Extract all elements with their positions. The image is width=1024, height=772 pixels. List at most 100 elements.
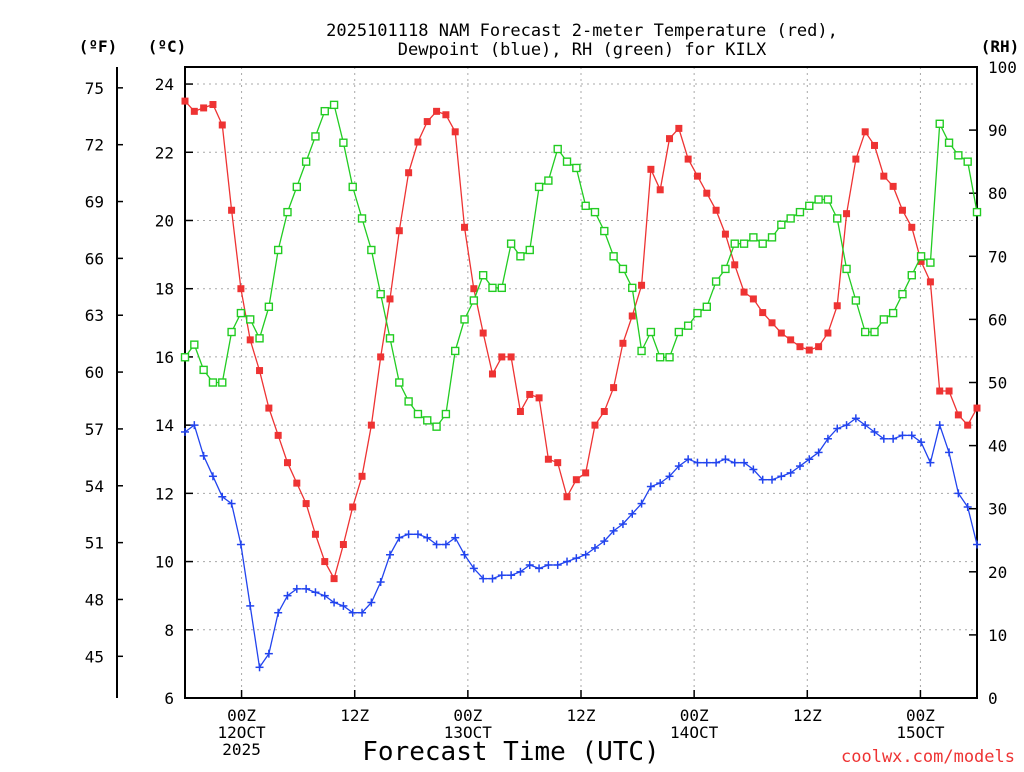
series-1 bbox=[181, 414, 981, 672]
data-point bbox=[888, 308, 898, 318]
data-point bbox=[861, 421, 870, 430]
data-point bbox=[777, 329, 785, 337]
data-point bbox=[554, 459, 562, 467]
data-point bbox=[963, 502, 972, 511]
data-point bbox=[656, 353, 665, 362]
data-point bbox=[795, 207, 805, 217]
data-point bbox=[628, 283, 637, 293]
data-point bbox=[889, 182, 897, 190]
data-point bbox=[618, 520, 627, 529]
fahrenheit-tick-label: 66 bbox=[85, 249, 104, 268]
data-point bbox=[898, 206, 906, 214]
data-point bbox=[609, 252, 618, 261]
rh-tick-label: 30 bbox=[988, 500, 1007, 519]
data-point bbox=[889, 434, 898, 443]
data-point bbox=[582, 469, 590, 477]
data-point bbox=[600, 537, 609, 546]
data-point bbox=[228, 206, 236, 214]
series-line bbox=[184, 100, 978, 581]
x-tick-label: 13OCT bbox=[444, 723, 493, 742]
data-point bbox=[497, 283, 506, 293]
data-point bbox=[190, 107, 198, 115]
data-point bbox=[618, 264, 628, 274]
data-point bbox=[703, 189, 711, 197]
x-tick-label: 2025 bbox=[222, 740, 261, 759]
celsius-tick-label: 14 bbox=[155, 416, 174, 435]
rh-tick-labels: 0 10 20 30 40 50 60 70 80 90 100 bbox=[988, 58, 1017, 708]
data-point bbox=[265, 404, 273, 412]
data-point bbox=[516, 567, 525, 576]
data-point bbox=[972, 207, 982, 217]
data-point bbox=[264, 302, 274, 311]
data-point bbox=[823, 195, 833, 204]
data-point bbox=[693, 172, 701, 180]
data-point bbox=[590, 207, 600, 217]
data-point bbox=[461, 223, 469, 231]
data-point bbox=[711, 277, 721, 286]
data-point bbox=[255, 663, 264, 672]
data-point bbox=[553, 144, 562, 154]
rh-tick-label: 60 bbox=[988, 310, 1007, 329]
data-point bbox=[395, 227, 403, 235]
data-point bbox=[357, 214, 367, 223]
data-point bbox=[730, 239, 739, 248]
data-point bbox=[479, 574, 488, 583]
data-point bbox=[908, 223, 916, 231]
data-point bbox=[721, 455, 730, 464]
fahrenheit-tick-label: 69 bbox=[85, 193, 104, 212]
data-point bbox=[236, 540, 245, 549]
data-point bbox=[572, 476, 580, 484]
data-point bbox=[405, 169, 413, 177]
data-point bbox=[367, 245, 376, 255]
data-point bbox=[610, 384, 618, 392]
data-point bbox=[666, 135, 674, 143]
celsius-unit-label: (ºC) bbox=[148, 37, 187, 56]
data-point bbox=[637, 499, 646, 508]
data-point bbox=[712, 458, 721, 467]
data-point bbox=[274, 431, 282, 439]
data-point bbox=[563, 557, 572, 566]
data-point bbox=[833, 424, 842, 433]
data-point bbox=[805, 346, 813, 354]
data-point bbox=[852, 155, 860, 163]
data-point bbox=[470, 285, 478, 293]
data-point bbox=[721, 230, 729, 238]
data-point bbox=[880, 172, 888, 180]
data-point bbox=[460, 550, 469, 559]
data-point bbox=[246, 601, 255, 610]
rh-tick-label: 20 bbox=[988, 563, 1007, 582]
data-point bbox=[302, 500, 310, 508]
data-point bbox=[497, 571, 506, 580]
data-point bbox=[190, 340, 199, 349]
data-point bbox=[656, 186, 664, 194]
data-point bbox=[917, 438, 926, 447]
fahrenheit-tick-labels: 45 48 51 54 57 60 63 66 69 72 75 bbox=[85, 79, 104, 666]
data-point bbox=[395, 533, 404, 542]
data-point bbox=[870, 427, 879, 436]
data-point bbox=[712, 206, 720, 214]
data-point bbox=[320, 106, 329, 116]
data-point bbox=[805, 455, 814, 464]
series-0 bbox=[181, 97, 981, 583]
data-point bbox=[777, 220, 786, 229]
data-point bbox=[777, 472, 786, 481]
data-point bbox=[637, 346, 646, 356]
data-point bbox=[413, 530, 422, 539]
data-point bbox=[460, 315, 469, 324]
data-point bbox=[740, 458, 749, 467]
data-point bbox=[302, 584, 311, 593]
data-point bbox=[563, 493, 571, 501]
data-point bbox=[478, 271, 488, 280]
data-point bbox=[292, 584, 301, 593]
data-point bbox=[311, 132, 320, 141]
data-point bbox=[693, 308, 702, 318]
rh-tick-label: 100 bbox=[988, 58, 1017, 77]
data-point bbox=[964, 421, 972, 429]
data-point bbox=[795, 462, 804, 471]
data-point bbox=[553, 560, 562, 569]
data-point bbox=[329, 100, 339, 110]
series-2 bbox=[180, 100, 982, 431]
data-point bbox=[628, 312, 636, 320]
